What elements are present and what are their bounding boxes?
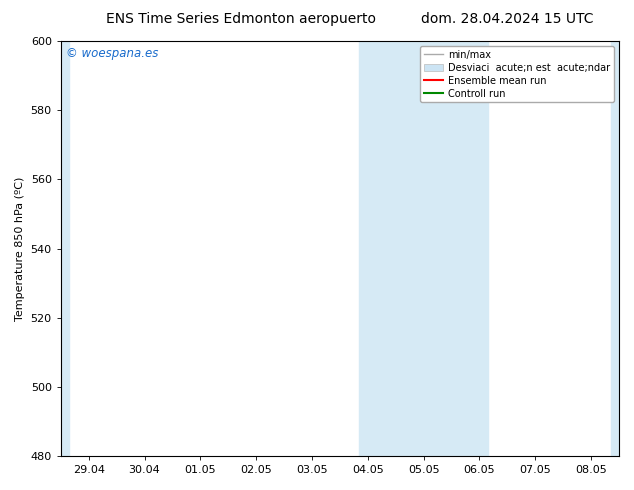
Text: dom. 28.04.2024 15 UTC: dom. 28.04.2024 15 UTC <box>421 12 593 26</box>
Text: © woespana.es: © woespana.es <box>67 47 158 60</box>
Legend: min/max, Desviaci  acute;n est  acute;ndar, Ensemble mean run, Controll run: min/max, Desviaci acute;n est acute;ndar… <box>420 46 614 102</box>
Bar <box>359 41 488 456</box>
Bar <box>61 41 69 456</box>
Bar <box>611 41 619 456</box>
Y-axis label: Temperature 850 hPa (ºC): Temperature 850 hPa (ºC) <box>15 176 25 320</box>
Text: ENS Time Series Edmonton aeropuerto: ENS Time Series Edmonton aeropuerto <box>106 12 376 26</box>
